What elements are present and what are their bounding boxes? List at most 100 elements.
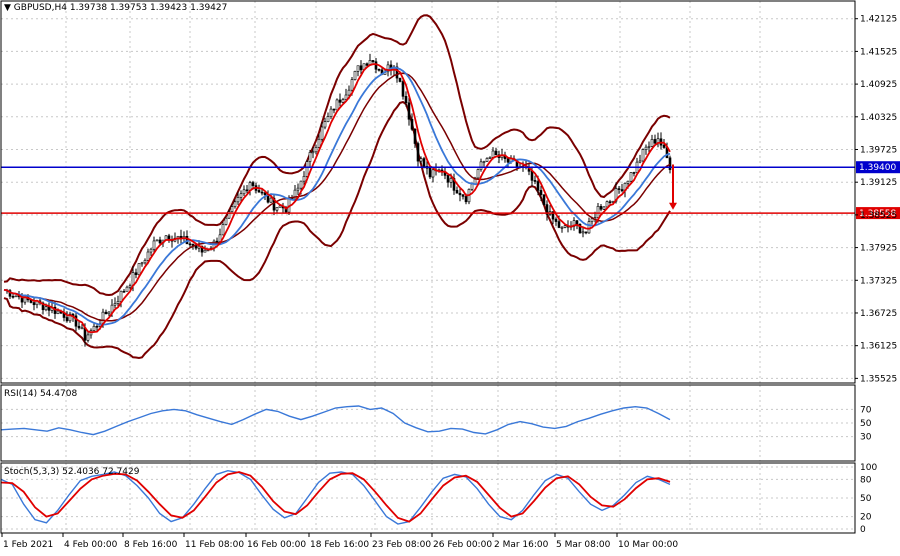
candle-body: [260, 191, 264, 194]
candle-body: [332, 108, 336, 111]
candle-body: [65, 317, 69, 322]
candle-body: [56, 310, 60, 314]
candle-body: [470, 183, 474, 190]
candle-body: [485, 158, 489, 162]
candle-body: [155, 239, 159, 242]
candle-body: [251, 182, 255, 186]
level-tag-label: 1.39400: [859, 163, 896, 173]
candle-body: [494, 150, 498, 156]
candle-body: [344, 94, 348, 100]
time-tick-label: 16 Feb 00:00: [247, 540, 306, 550]
candle-body: [41, 302, 45, 311]
candle-body: [320, 126, 324, 140]
candle-body: [605, 201, 609, 208]
candle-body: [407, 102, 411, 120]
price-tick-label: 1.37325: [860, 276, 897, 286]
candle-body: [491, 150, 495, 158]
candle-body: [581, 231, 585, 234]
candle-body: [305, 161, 309, 177]
time-axis: 1 Feb 2021 4 Feb 00:00 8 Feb 16:00 11 Feb 0…: [1, 533, 678, 550]
candlestick-series: [5, 53, 672, 347]
low-value: 1.39423: [150, 3, 188, 13]
candle-body: [419, 158, 423, 162]
candle-body: [44, 306, 48, 311]
price-tick-label: 1.41525: [860, 47, 897, 57]
candle-body: [551, 211, 555, 220]
ma-blue: [3, 66, 671, 326]
candle-body: [575, 220, 579, 225]
panel-frame: [0, 0, 856, 384]
candle-body: [377, 69, 381, 71]
candle-body: [584, 231, 588, 234]
candle-body: [482, 161, 486, 163]
bollinger-lower: [3, 100, 671, 360]
candle-body: [629, 172, 633, 182]
candle-body: [314, 147, 318, 153]
price-tick-label: 1.36725: [860, 309, 897, 319]
price-axis: 1.42125 1.41525 1.40925 1.40325 1.39725 1.391…: [855, 15, 897, 384]
bollinger-middle: [3, 72, 671, 322]
stoch-signal-line: [0, 471, 671, 523]
price-tick-label: 1.36125: [860, 342, 897, 352]
candle-body: [95, 325, 99, 328]
candle-body: [245, 189, 249, 192]
candle-body: [80, 327, 84, 330]
candle-body: [122, 290, 126, 293]
dropdown-triangle-icon[interactable]: ▼: [4, 3, 11, 13]
candle-body: [422, 158, 426, 167]
candle-body: [152, 240, 156, 250]
candle-body: [329, 108, 333, 117]
candle-body: [554, 218, 558, 222]
candle-body: [395, 66, 399, 79]
rsi-line: [0, 405, 671, 436]
candle-body: [317, 138, 321, 148]
bollinger-bands: [3, 14, 671, 360]
candle-body: [404, 96, 408, 104]
open-value: 1.39738: [69, 3, 108, 13]
candle-body: [269, 197, 273, 203]
candle-body: [410, 118, 414, 130]
candle-body: [446, 175, 450, 183]
candle-body: [77, 325, 81, 329]
stoch-level-label: 50: [860, 494, 872, 504]
candle-body: [617, 188, 621, 190]
candle-body: [401, 81, 405, 97]
candle-body: [335, 99, 339, 111]
rsi-level-label: 30: [860, 433, 872, 443]
candle-body: [608, 201, 612, 203]
stoch-level-label: 20: [860, 513, 872, 523]
candle-body: [239, 193, 243, 198]
candle-body: [476, 169, 480, 179]
candle-body: [458, 192, 462, 196]
candle-body: [587, 221, 591, 234]
candle-body: [341, 99, 345, 103]
candle-body: [233, 201, 237, 207]
candle-body: [632, 172, 636, 174]
candle-body: [416, 143, 420, 162]
candle-body: [506, 158, 510, 163]
time-tick-label: 1 Feb 2021: [3, 540, 53, 550]
candle-body: [602, 206, 606, 210]
candle-body: [104, 311, 108, 315]
level-tag: [856, 207, 900, 220]
candle-body: [125, 286, 129, 292]
candle-body: [311, 151, 315, 154]
time-tick-label: 4 Feb 00:00: [64, 540, 118, 550]
candle-body: [638, 160, 642, 163]
candle-body: [227, 211, 231, 219]
candle-body: [113, 303, 117, 306]
stoch-level-label: 80: [860, 475, 872, 485]
candle-body: [326, 116, 330, 122]
candle-body: [146, 251, 150, 261]
candle-body: [32, 302, 36, 306]
candle-body: [74, 315, 78, 327]
candle-body: [350, 79, 354, 91]
candle-body: [539, 190, 543, 195]
price-tick-label: 1.40325: [860, 113, 897, 123]
candle-body: [356, 65, 360, 72]
time-tick-label: 2 Mar 16:00: [494, 540, 549, 550]
candle-body: [128, 285, 132, 288]
candle-body: [479, 161, 483, 170]
candle-body: [455, 190, 459, 194]
